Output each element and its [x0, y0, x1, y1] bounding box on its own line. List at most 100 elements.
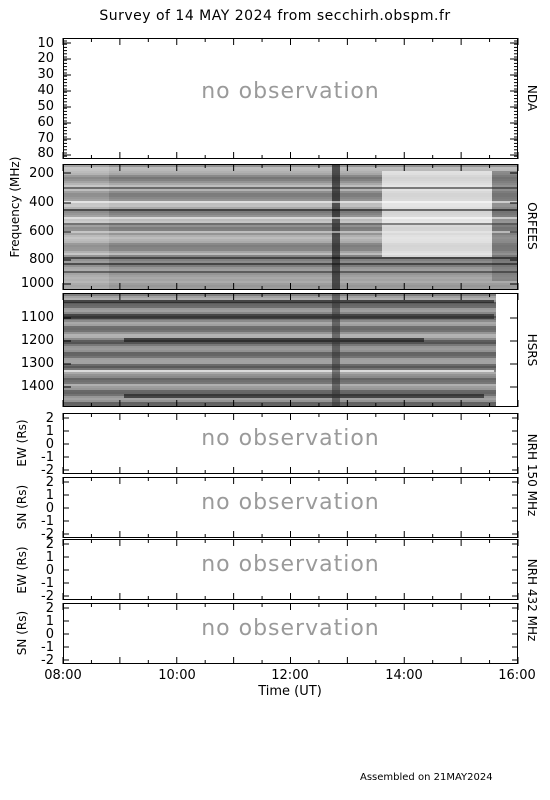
- no-observation-nda: no observation: [201, 79, 380, 104]
- spectrogram-row: [64, 275, 517, 277]
- spectrogram-line: [64, 231, 517, 233]
- spectrogram-line: [64, 201, 517, 203]
- ytick-label: -1: [41, 514, 54, 529]
- ytick-label: 20: [37, 51, 54, 66]
- spectrogram-row: [64, 181, 517, 183]
- ytick-label: 0: [45, 437, 54, 452]
- panel-nrh432-ew: no observation: [63, 539, 518, 600]
- panel-nrh150-sn: no observation: [63, 477, 518, 538]
- y-axis-label-frequency: Frequency (MHz): [8, 156, 22, 258]
- ytick-label: 30: [37, 67, 54, 82]
- spectrogram-row: [64, 229, 517, 231]
- spectrogram-row: [64, 398, 517, 400]
- spectrogram-row: [64, 265, 517, 267]
- spectrogram-line: [64, 370, 494, 372]
- spectrogram-row: [64, 322, 517, 324]
- ytick-label: -1: [41, 576, 54, 591]
- spectrogram-row: [64, 354, 517, 356]
- ytick-label: 40: [37, 83, 54, 98]
- spectrogram-light-edge: [64, 165, 109, 289]
- spectrogram-row: [64, 277, 517, 279]
- ytick-label: 70: [37, 131, 54, 146]
- spectrogram-row: [64, 255, 517, 257]
- ytick-label: 1: [45, 488, 54, 503]
- ytick-label: 0: [45, 563, 54, 578]
- spectrogram-row: [64, 197, 517, 199]
- spectrogram-row: [64, 360, 517, 362]
- spectrogram-row: [64, 392, 517, 394]
- spectrogram-row: [64, 378, 517, 380]
- spectrogram-blank-edge: [496, 294, 517, 406]
- ytick-label: 1: [45, 614, 54, 629]
- spectrogram-burst: [332, 294, 340, 406]
- spectrogram-row: [64, 213, 517, 215]
- spectrogram-row: [64, 366, 517, 368]
- spectrogram-row: [64, 211, 517, 213]
- spectrogram-line: [64, 209, 517, 211]
- ytick-label: -1: [41, 450, 54, 465]
- spectrogram-row: [64, 384, 517, 386]
- ytick-label: 400: [29, 195, 54, 210]
- no-observation-nrh432-ew: no observation: [201, 552, 380, 577]
- spectrogram-row: [64, 235, 517, 237]
- ytick-label: 600: [29, 224, 54, 239]
- instrument-label-orfees: ORFEES: [525, 202, 539, 250]
- spectrogram-row: [64, 249, 517, 251]
- y-axis-label-ew-150: EW (Rs): [15, 419, 29, 467]
- panel-nrh432-sn: no observation: [63, 603, 518, 664]
- no-observation-nrh432-sn: no observation: [201, 616, 380, 641]
- spectrogram-line: [64, 314, 494, 319]
- spectrogram-row: [64, 207, 517, 209]
- chart-title: Survey of 14 MAY 2024 from secchirh.obsp…: [99, 8, 451, 24]
- spectrogram-row: [64, 237, 517, 239]
- spectrogram-row: [64, 269, 517, 271]
- ytick-label: 2: [45, 411, 54, 426]
- spectrogram-row: [64, 203, 517, 205]
- instrument-label-nrh432: NRH 432 MHz: [525, 558, 539, 642]
- spectrogram-row: [64, 312, 517, 314]
- no-observation-nrh150-ew: no observation: [201, 426, 380, 451]
- spectrogram-row: [64, 175, 517, 177]
- spectrogram-row: [64, 346, 517, 348]
- ytick-label: 1400: [20, 379, 54, 394]
- no-observation-nrh150-sn: no observation: [201, 490, 380, 515]
- y-axis-label-sn-150: SN (Rs): [15, 484, 29, 530]
- spectrogram-bright-region: [382, 171, 492, 257]
- ytick-label: 1200: [20, 333, 54, 348]
- spectrogram-row: [64, 344, 517, 346]
- spectrogram-row: [64, 332, 517, 334]
- spectrogram-row: [64, 328, 517, 330]
- spectrogram-row: [64, 227, 517, 229]
- spectrogram-dark-edge: [492, 171, 517, 281]
- spectrogram-row: [64, 362, 517, 364]
- spectrogram-row: [64, 374, 517, 376]
- spectrogram-row: [64, 281, 517, 283]
- ytick-label: 1300: [20, 356, 54, 371]
- ytick-label: -2: [41, 589, 54, 604]
- spectrogram-row: [64, 243, 517, 245]
- ytick-label: 80: [37, 146, 54, 161]
- spectrogram-row: [64, 185, 517, 187]
- instrument-label-nda: NDA: [525, 84, 539, 112]
- spectrogram-line: [124, 394, 484, 398]
- spectrogram-row: [64, 334, 517, 336]
- spectrogram-row: [64, 320, 517, 322]
- ytick-label: 1100: [20, 310, 54, 325]
- spectrogram-row: [64, 251, 517, 253]
- spectrogram-row: [64, 215, 517, 217]
- assembled-footer: Assembled on 21MAY2024: [360, 772, 493, 783]
- spectrogram-row: [64, 326, 517, 328]
- spectrogram-row: [64, 279, 517, 281]
- spectrogram-row: [64, 195, 517, 197]
- spectrogram-row: [64, 368, 517, 370]
- ytick-label: -2: [41, 463, 54, 478]
- spectrogram-row: [64, 273, 517, 275]
- spectrogram-row: [64, 364, 517, 366]
- spectrogram-row: [64, 193, 517, 195]
- spectrogram-row: [64, 189, 517, 191]
- spectrogram-row: [64, 388, 517, 390]
- spectrogram-row: [64, 324, 517, 326]
- spectrogram-row: [64, 259, 517, 261]
- ytick-label: 200: [29, 166, 54, 181]
- spectrogram-row: [64, 306, 517, 308]
